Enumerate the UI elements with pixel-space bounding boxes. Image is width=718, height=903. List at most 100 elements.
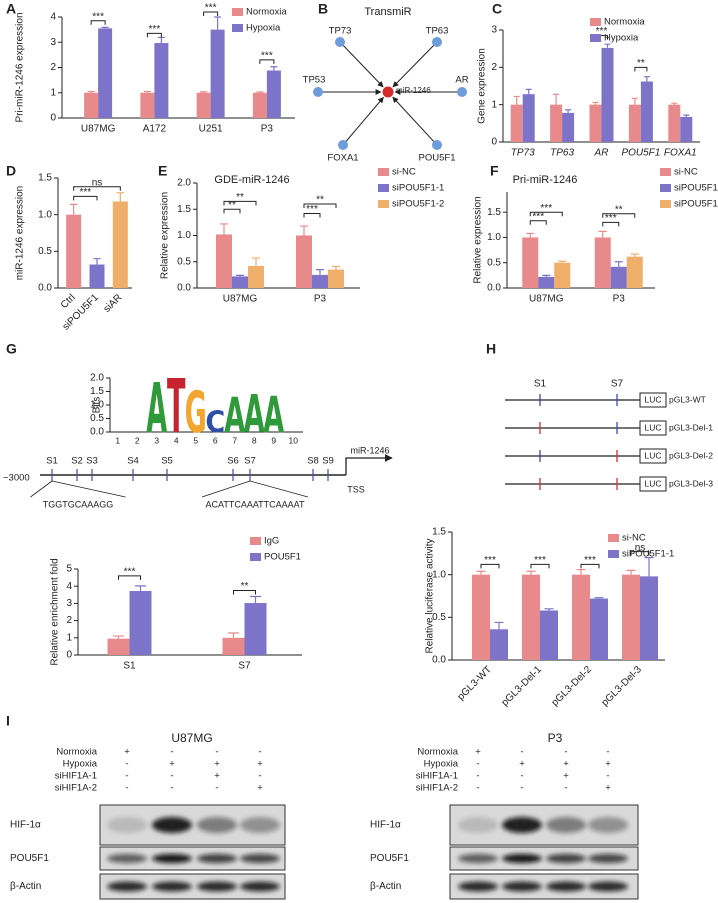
y-tick-label: 0.5 (38, 246, 52, 257)
bar (490, 629, 508, 660)
treatment-sign: + (519, 759, 525, 770)
treatment-sign: - (170, 771, 173, 782)
x-tick-label: AR (594, 148, 609, 159)
network-edge (392, 96, 438, 146)
y-axis-label: Pri-miR-1246 expression (15, 12, 26, 122)
error-bar (143, 90, 151, 93)
blot-band (240, 881, 280, 892)
bar (540, 610, 558, 660)
treatment-sign: - (170, 747, 173, 758)
bar (216, 234, 232, 288)
site-sequence: TGGTGCAAAGG (43, 499, 114, 509)
y-tick-label: 0.5 (487, 257, 501, 268)
logo-letter: G (185, 378, 207, 446)
blot-band (197, 853, 237, 864)
error-bar (113, 635, 124, 639)
blot-band (502, 853, 542, 864)
legend-swatch (232, 24, 243, 32)
x-tick-label: TP63 (550, 148, 574, 159)
bar (222, 637, 245, 655)
x-tick-label: 7 (232, 435, 237, 445)
legend-swatch (232, 8, 243, 16)
x-tick-label: pGL3-WT (456, 664, 494, 702)
bar (550, 104, 563, 142)
center-label: miR-1246 (396, 86, 431, 95)
condition-label: Normoxia (56, 747, 97, 758)
error-bar (69, 203, 78, 215)
error-bar (116, 192, 125, 202)
logo-letter: C (205, 405, 225, 439)
x-tick-label: FOXA1 (664, 148, 697, 159)
x-tick-label: 2 (135, 435, 140, 445)
legend-swatch (378, 200, 389, 208)
bar (594, 237, 611, 288)
protein-label: HIF-1α (10, 820, 41, 831)
protein-label: POU5F1 (370, 853, 409, 864)
x-tick-label: 5 (193, 435, 198, 445)
network-edge (392, 41, 438, 88)
bar (472, 574, 490, 660)
error-bar (316, 269, 324, 275)
blot-box (99, 846, 286, 871)
significance-label: *** (124, 567, 136, 578)
significance-bracket (259, 59, 275, 64)
error-bar (494, 621, 504, 630)
x-tick-label: 8 (252, 435, 257, 445)
network-node (313, 87, 323, 97)
treatment-sign: - (258, 771, 261, 782)
legend-label: POU5F1 (264, 552, 301, 563)
significance-label: *** (261, 51, 273, 62)
significance-label: *** (92, 11, 104, 22)
legend-swatch (250, 553, 261, 561)
legend-swatch (608, 534, 619, 542)
bar (98, 28, 113, 118)
legend-label: si-NC (622, 533, 646, 544)
y-tick-label: 5 (66, 564, 72, 575)
bar (640, 576, 658, 660)
node-label: POU5F1 (419, 153, 456, 164)
luc-label: LUC (644, 450, 661, 460)
logo-letter: A (146, 370, 167, 449)
significance-bracket (634, 66, 648, 72)
error-bar (252, 257, 260, 266)
significance-label: ns (635, 542, 646, 553)
treatment-sign: - (125, 771, 128, 782)
bar (196, 92, 211, 118)
network-edge (339, 41, 384, 88)
bar (628, 104, 641, 142)
x-tick-label: pGL3-Del-1 (500, 664, 545, 709)
blot-band (240, 853, 280, 864)
x-tick-label: 1 (115, 435, 120, 445)
blot-band (458, 881, 498, 892)
treatment-sign: - (606, 747, 609, 758)
error-bar (476, 570, 486, 575)
x-tick-label: 3 (154, 435, 159, 445)
treatment-sign: + (169, 759, 175, 770)
significance-bracket (73, 195, 98, 201)
legend-label: Hypoxia (246, 23, 281, 34)
site-label: S3 (86, 456, 98, 467)
error-bar (565, 109, 572, 113)
y-tick-label: 1.5 (177, 204, 191, 215)
node-label: TP63 (426, 26, 449, 37)
bar (107, 638, 130, 655)
panel-label: I (6, 713, 10, 729)
error-bar (135, 585, 146, 592)
treatment-sign: + (257, 783, 263, 794)
x-tick-label: U87MG (529, 294, 564, 305)
luc-box (639, 448, 667, 464)
blot-band (588, 817, 628, 833)
error-bar (250, 595, 261, 604)
y-tick-label: 2 (491, 62, 497, 73)
promoter-start: ~3000 (3, 473, 30, 484)
x-tick-label: pGL3-Del-3 (600, 664, 645, 709)
legend-label: IgG (264, 536, 279, 547)
legend-swatch (590, 34, 601, 42)
error-bar (671, 102, 678, 105)
significance-bracket (73, 186, 121, 191)
y-tick-label: 2.0 (90, 373, 104, 384)
legend-label: si-NC (674, 167, 698, 178)
legend-label: siPOU5F1-2 (392, 199, 444, 210)
y-tick-label: 4 (66, 581, 72, 592)
